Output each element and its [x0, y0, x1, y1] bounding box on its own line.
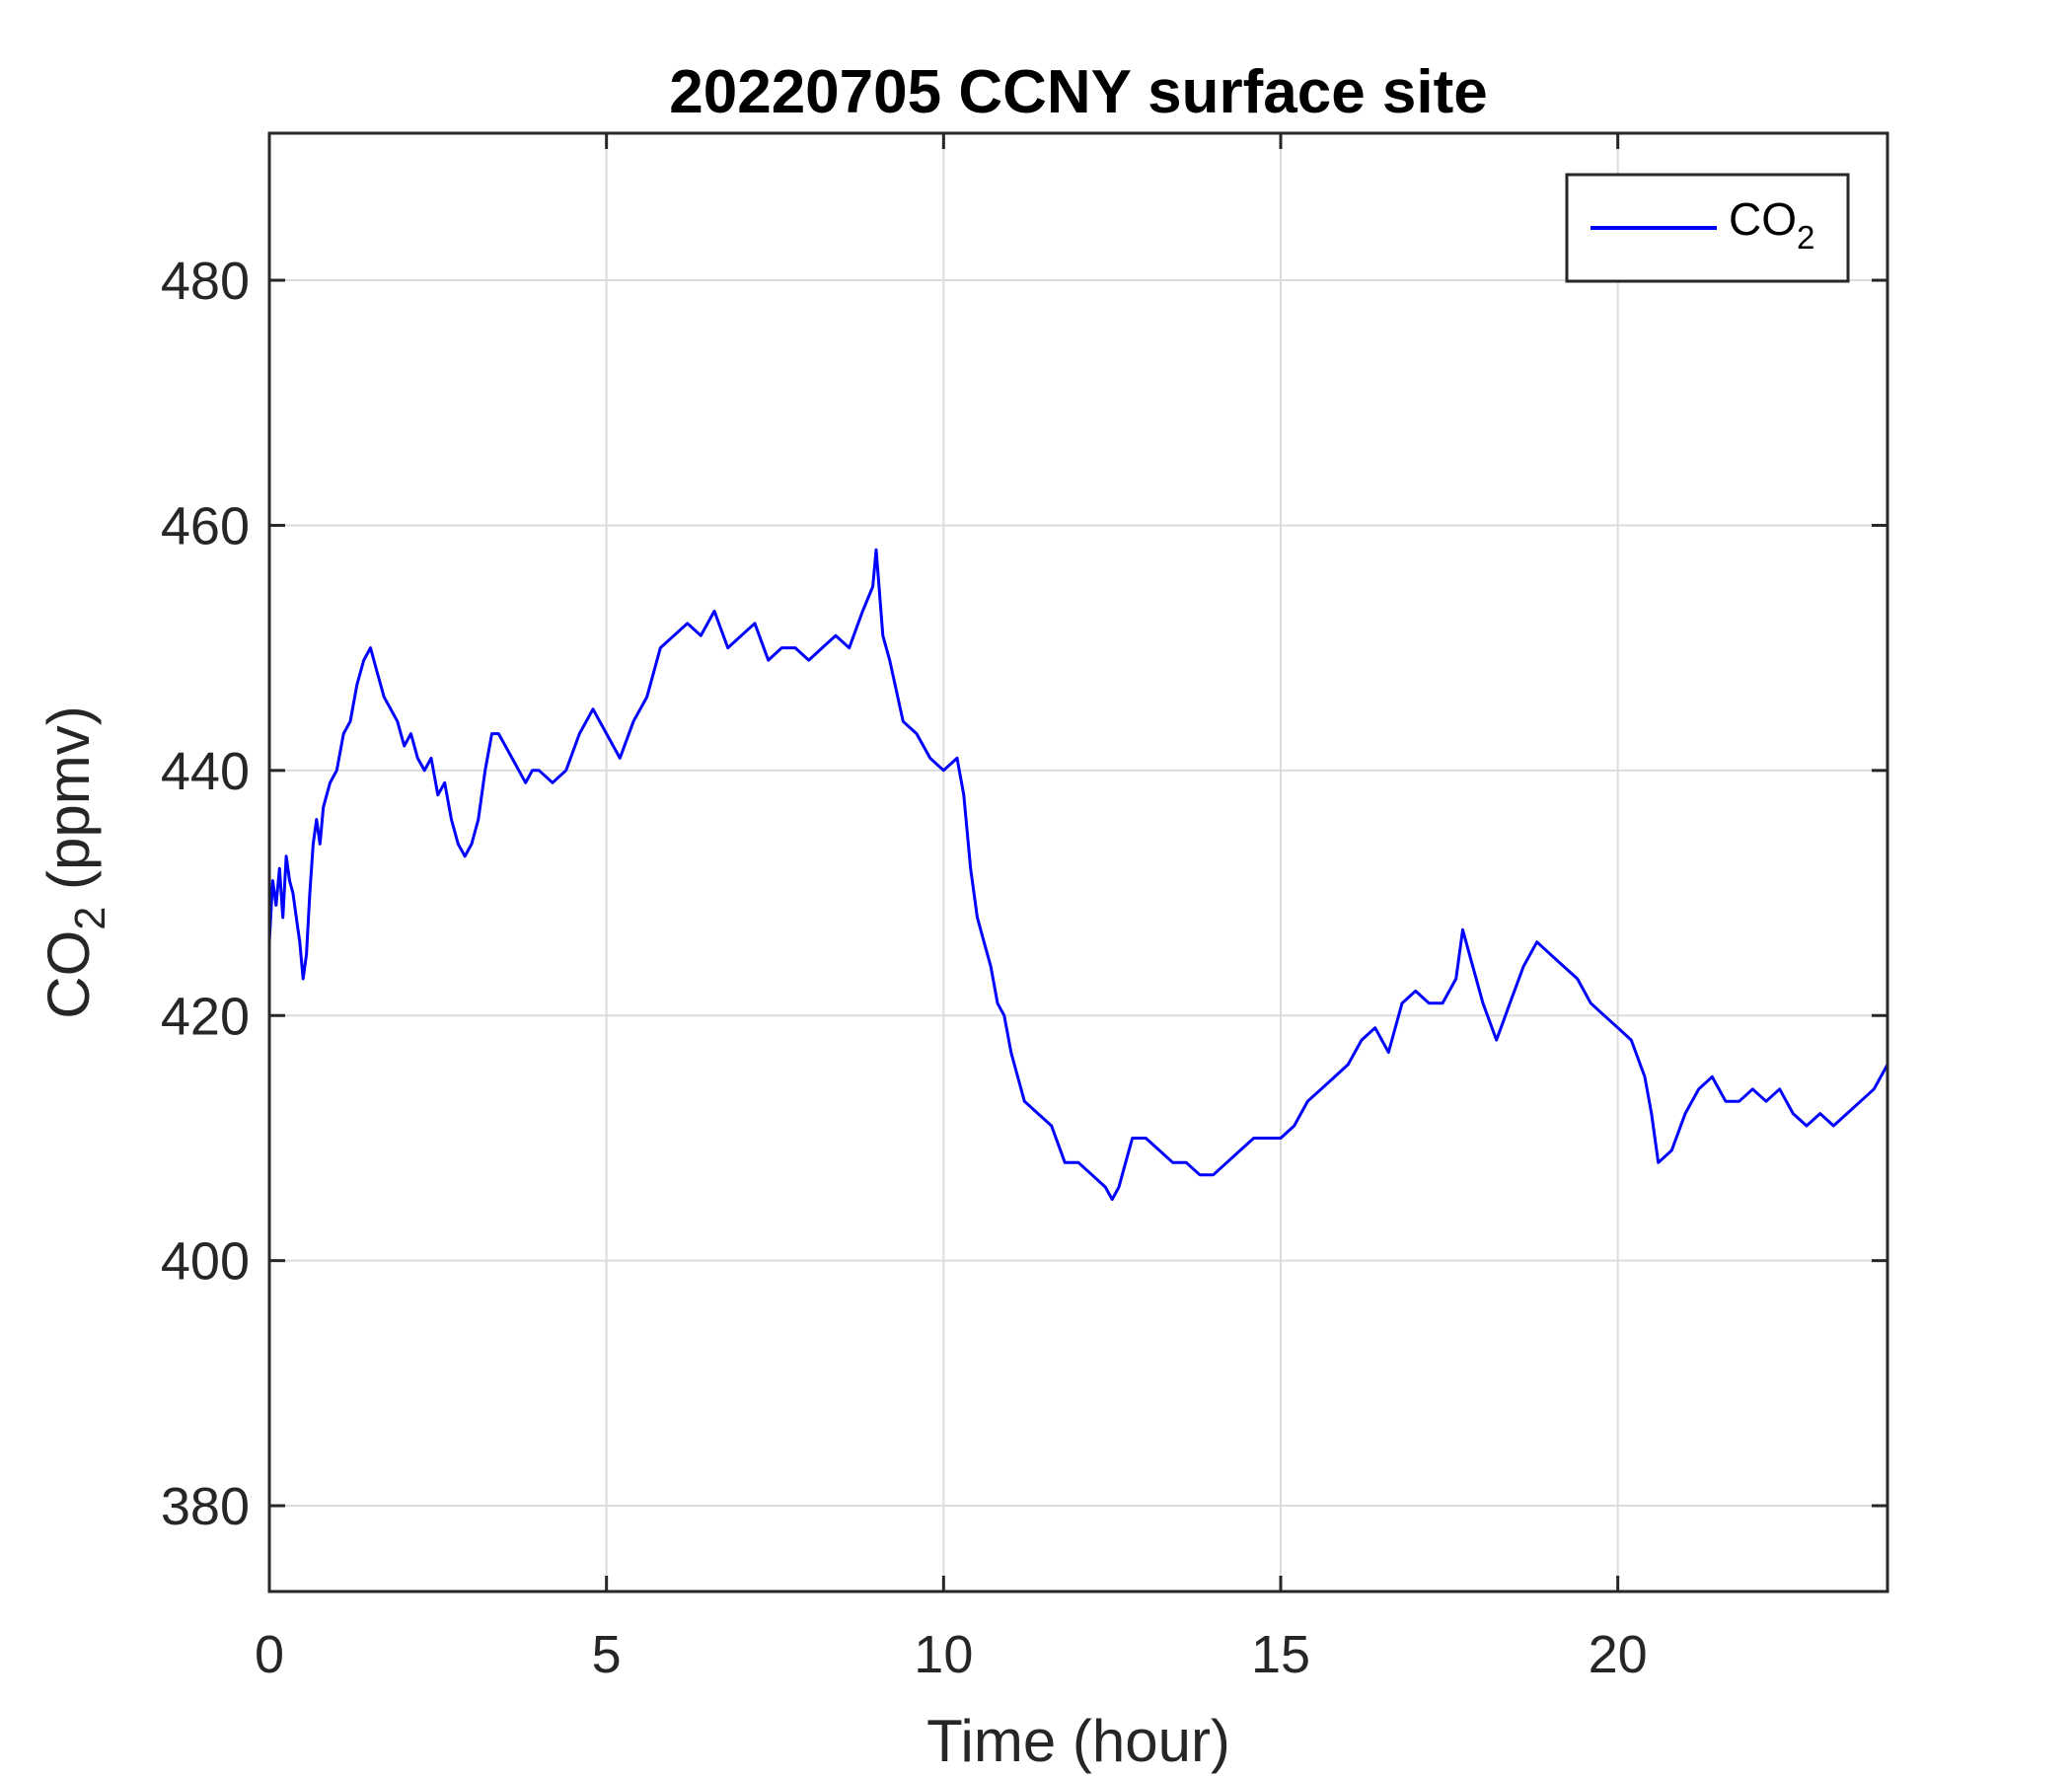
y-axis-label: CO2 (ppmv) [36, 705, 114, 1018]
y-tick-label: 440 [161, 742, 250, 801]
chart-title: 20220705 CCNY surface site [669, 58, 1488, 126]
legend-entry-main: CO [1729, 193, 1797, 245]
legend-entry-subscript: 2 [1797, 220, 1814, 257]
y-tick-label: 420 [161, 987, 250, 1046]
plot-area-frame [267, 131, 1889, 1593]
x-tick-label: 5 [592, 1625, 622, 1684]
x-tick-label: 15 [1251, 1625, 1310, 1684]
x-tick-label: 0 [255, 1625, 284, 1684]
y-tick-label: 400 [161, 1232, 250, 1292]
legend-entry-co2: CO2 [1729, 193, 1814, 257]
x-tick-label: 20 [1589, 1625, 1648, 1684]
y-tick-label: 480 [161, 252, 250, 311]
series-line-co2 [267, 548, 1889, 1202]
x-axis-label: Time (hour) [926, 1708, 1230, 1774]
x-tick-label: 10 [914, 1625, 973, 1684]
y-axis-label-main: CO [36, 930, 102, 1019]
legend: CO2 [1565, 173, 1850, 283]
y-tick-label: 380 [161, 1477, 250, 1536]
y-axis-label-suffix: (ppmv) [36, 705, 102, 906]
y-tick-label: 460 [161, 496, 250, 555]
tick-marks [267, 133, 1887, 1591]
plot-series-group [267, 548, 1889, 1202]
y-axis-label-subscript: 2 [67, 907, 114, 930]
tick-labels: 0 5 10 15 20 380 400 420 440 460 480 [161, 252, 1648, 1684]
